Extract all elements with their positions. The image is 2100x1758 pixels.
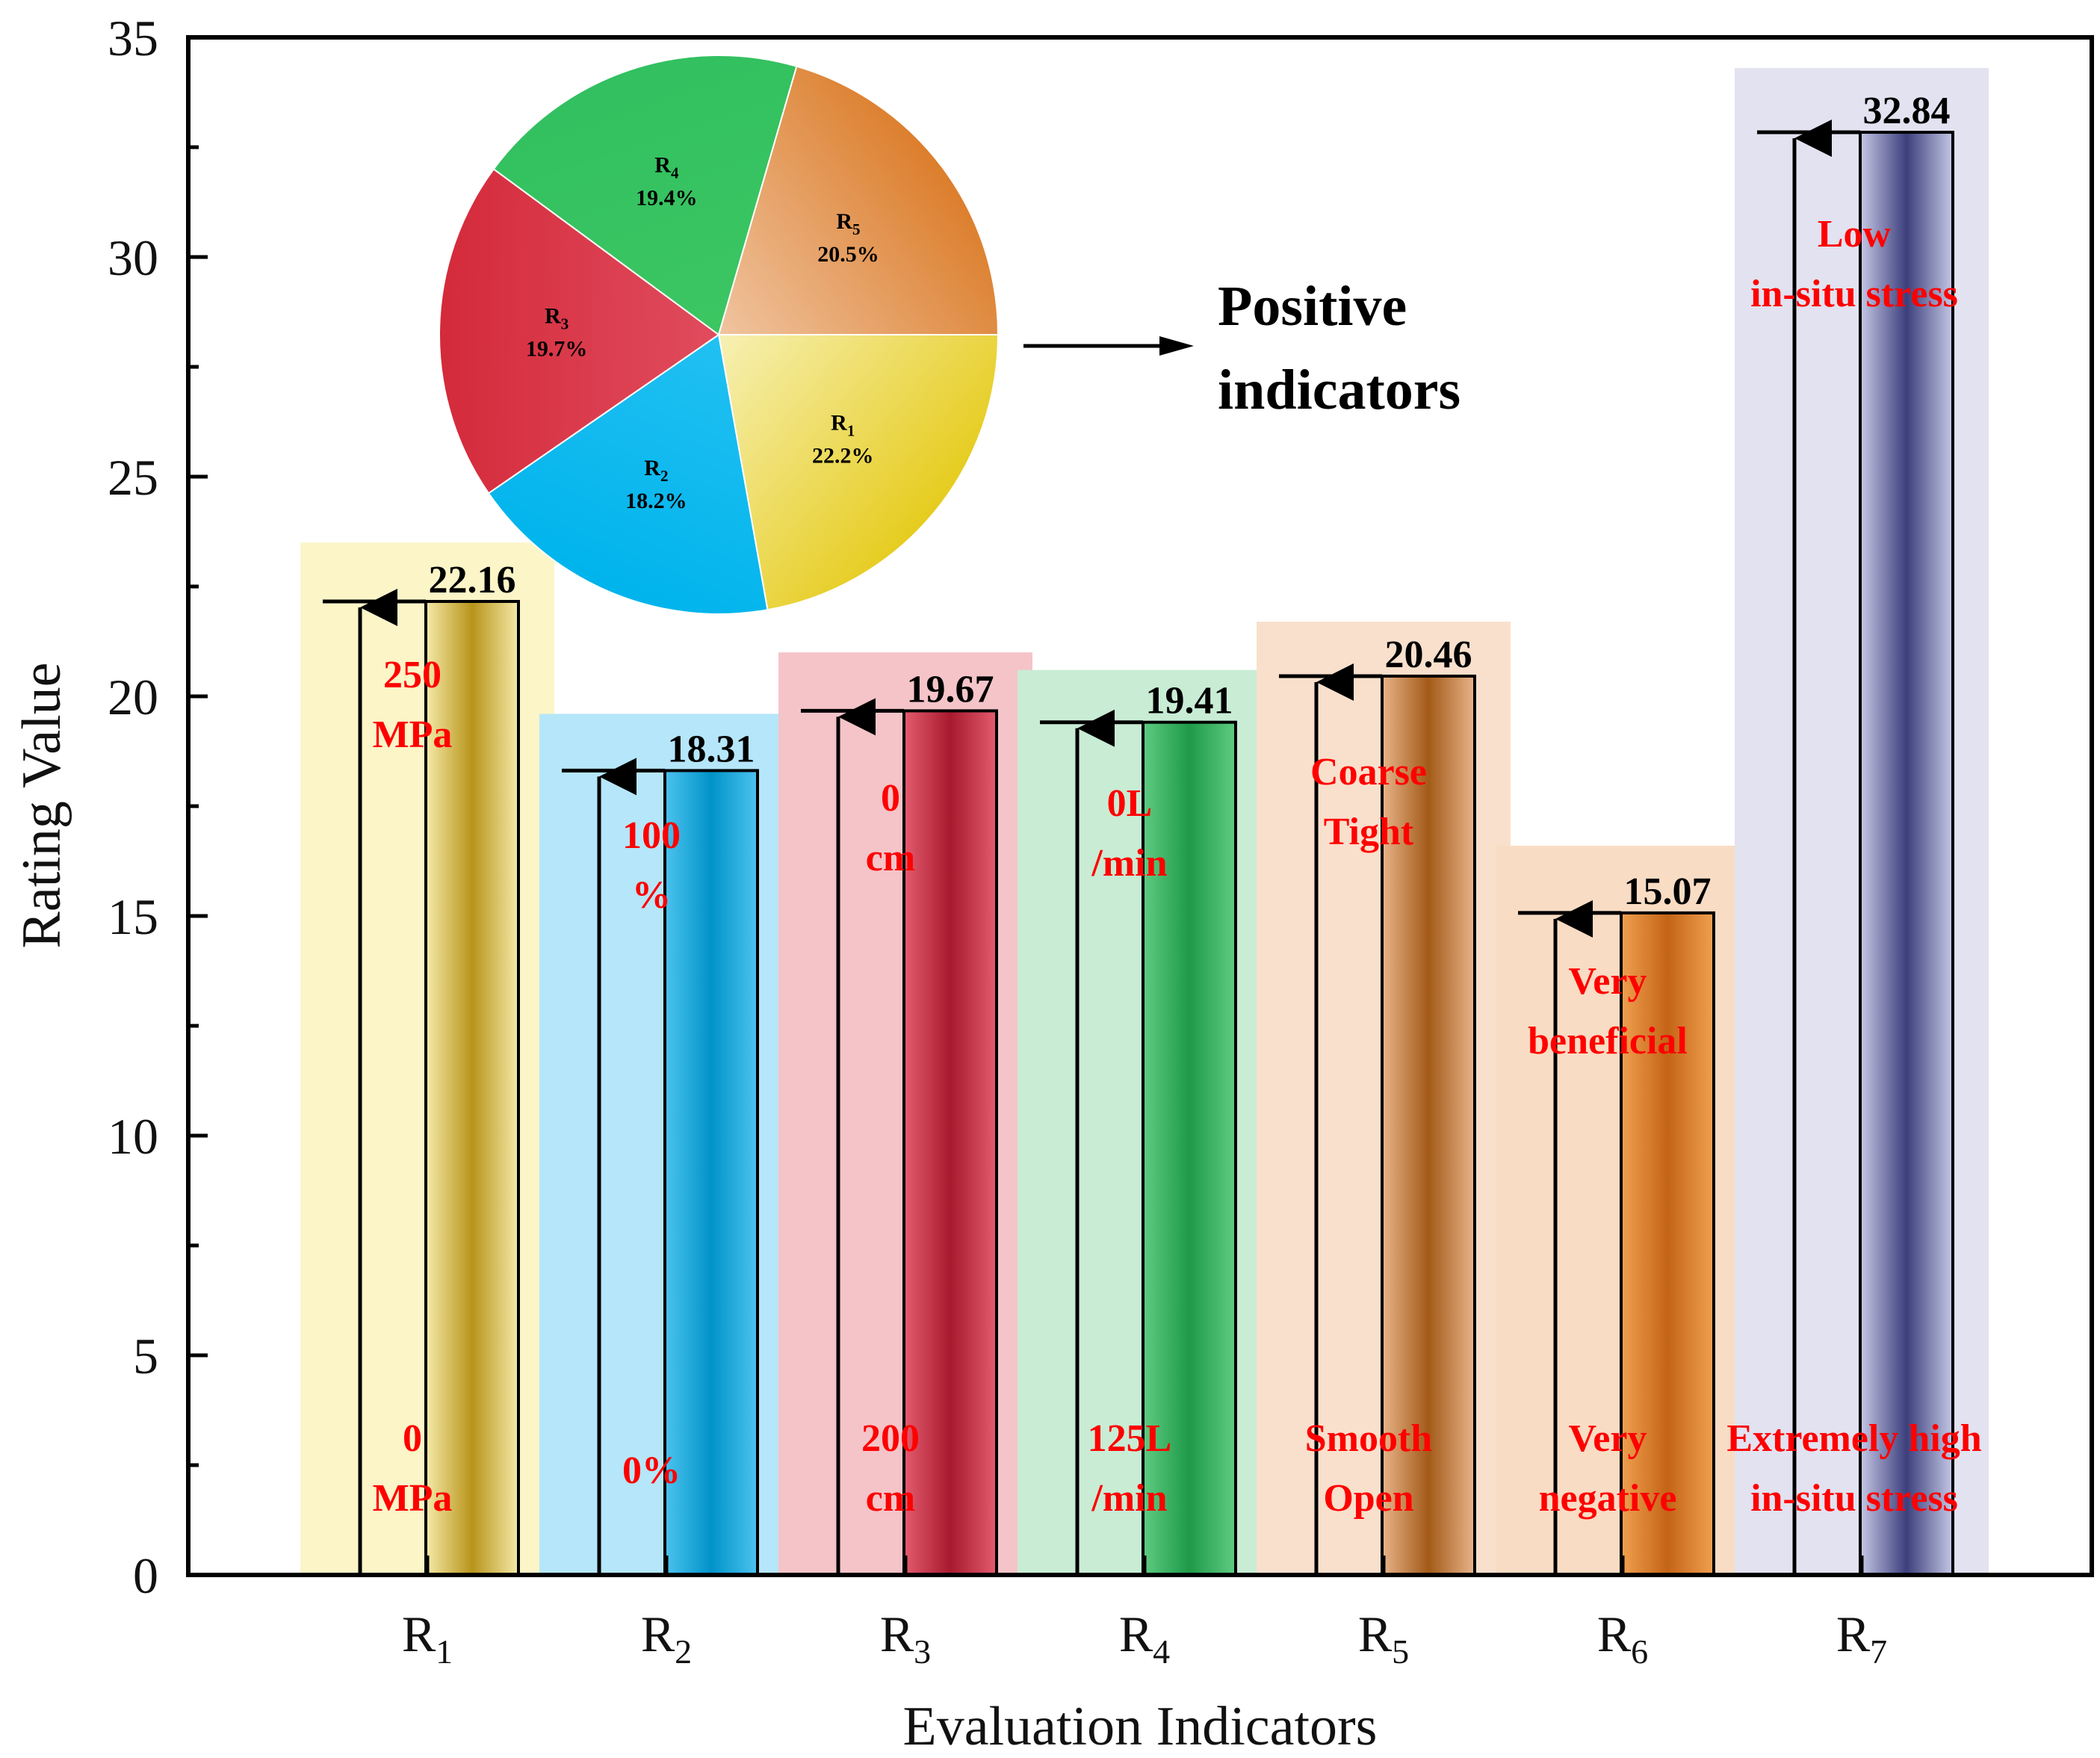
range-label-bottom-r5: Smooth (1305, 1417, 1433, 1460)
range-label-bottom-r1: 0 (403, 1417, 422, 1460)
pie-label-name: R2 (644, 456, 668, 485)
y-tick-label: 0 (133, 1547, 158, 1604)
range-label-top-r6: Very (1569, 960, 1647, 1003)
range-label-top-r3: 0 (881, 777, 900, 820)
x-tick-label-r4: R4 (1119, 1606, 1170, 1671)
range-label-bottom-r3: 200 (861, 1417, 920, 1460)
y-tick-label: 35 (108, 10, 158, 66)
value-label-r6: 15.07 (1624, 870, 1712, 913)
value-label-r4: 19.41 (1146, 680, 1233, 722)
x-tick-label-r1: R1 (402, 1606, 453, 1671)
y-tick-label: 20 (108, 669, 158, 725)
range-label-bottom-r3: cm (866, 1477, 915, 1520)
axes: R1 R2 R3 R4 R5 R6 R7 0 5 10 15 20 25 30 35 Evaluation I… (11, 10, 2094, 1757)
pie-label-name: R4 (654, 153, 679, 182)
bar-r4 (1142, 720, 1237, 1576)
arrows (323, 120, 1860, 1575)
range-label-top-r2: % (632, 874, 671, 917)
pie-label-percent: 18.2% (625, 489, 687, 513)
x-tick-label-r2: R2 (641, 1606, 692, 1671)
y-tick-label: 30 (108, 229, 158, 286)
value-labels: 22.16 18.31 19.67 19.41 20.46 15.07 32.84 (429, 90, 1951, 913)
bars (424, 131, 1954, 1577)
annotation-arrowhead (1159, 336, 1194, 356)
x-axis-title: Evaluation Indicators (903, 1696, 1378, 1757)
range-label-bottom-r5: Open (1323, 1477, 1413, 1520)
value-label-r3: 19.67 (907, 668, 994, 711)
range-label-bottom-r7: Extremely high (1726, 1417, 1981, 1460)
range-label-top-r6: beneficial (1528, 1020, 1688, 1062)
pie-slice-r1 (717, 334, 1000, 611)
plot-frame (186, 35, 2094, 1577)
range-label-top-r3: cm (866, 837, 915, 879)
x-tick-label-r5: R5 (1358, 1606, 1409, 1671)
pie-slice-r3 (439, 167, 720, 495)
pie-label-percent: 19.4% (636, 186, 698, 211)
y-tick-label: 5 (133, 1328, 158, 1384)
value-label-r2: 18.31 (668, 728, 755, 770)
pie-slice-r4 (492, 55, 798, 336)
bar-r3 (902, 709, 998, 1576)
range-label-top-r1: 250 (383, 654, 442, 696)
pie-slice-r5 (717, 65, 1000, 335)
range-label-top-r4: 0L (1107, 782, 1153, 825)
range-label-top-r2: 100 (622, 814, 681, 857)
range-label-top-r7: in-situ stress (1750, 273, 1958, 315)
bar-r1 (424, 599, 520, 1577)
y-tick-label: 25 (108, 449, 158, 506)
pie-chart: R1 22.2% R2 18.2% R3 19.7% R4 19.4% R5 20.5% (439, 55, 1000, 615)
bar-r7 (1859, 131, 1954, 1576)
range-label-top-r5: Coarse (1310, 751, 1427, 793)
range-label-top-r1: MPa (373, 714, 453, 756)
value-label-r7: 32.84 (1863, 90, 1951, 132)
pie-label-name: R3 (545, 304, 569, 333)
bar-r5 (1381, 674, 1476, 1576)
pie-label-name: R1 (831, 410, 855, 439)
range-label-bottom-r2: 0% (622, 1449, 681, 1492)
x-tick-label-r3: R3 (880, 1606, 931, 1671)
range-label-bottom-r4: /min (1091, 1477, 1167, 1520)
bar-r6 (1620, 911, 1715, 1577)
bar-r2 (663, 769, 759, 1576)
pie-label-percent: 20.5% (817, 242, 879, 267)
range-label-top-r4: /min (1091, 842, 1167, 885)
range-label-bottom-r1: MPa (373, 1477, 453, 1520)
pie-label-percent: 22.2% (812, 443, 874, 468)
x-tick-label-r6: R6 (1597, 1606, 1648, 1671)
range-label-bottom-r6: negative (1539, 1477, 1677, 1520)
range-label-top-r5: Tight (1324, 811, 1414, 853)
range-label-bottom-r7: in-situ stress (1750, 1477, 1958, 1520)
y-axis-title: Rating Value (11, 663, 72, 949)
range-label-bottom-r4: 125L (1088, 1417, 1172, 1460)
value-label-r5: 20.46 (1385, 634, 1472, 676)
annotation-text: Positive (1218, 275, 1407, 338)
pie-label-name: R5 (836, 209, 860, 238)
annotation-text: indicators (1218, 359, 1461, 421)
pie-label-percent: 19.7% (526, 337, 588, 362)
range-labels: 250 MPa 0 MPa 100% 0% 0 cm 200 cm 0L/min 125L/min Co… (373, 213, 1982, 1520)
y-tick-label: 10 (108, 1108, 158, 1165)
y-tick-label: 15 (108, 888, 158, 945)
x-tick-label-r7: R7 (1836, 1606, 1887, 1671)
pie-slice-r2 (487, 333, 769, 615)
range-label-top-r7: Low (1818, 213, 1892, 256)
value-label-r1: 22.16 (429, 559, 516, 601)
range-label-bottom-r6: Very (1569, 1417, 1647, 1460)
annotation: Positive indicators (1023, 275, 1461, 421)
